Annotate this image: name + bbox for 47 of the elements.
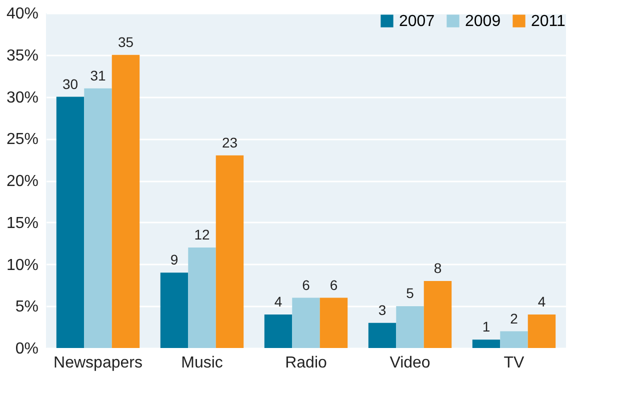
y-tick-label: 40% [6,6,38,22]
data-label: 12 [194,226,210,242]
bar [396,306,424,348]
y-tick-label: 0% [15,340,38,358]
bar [188,248,216,348]
legend-label: 2009 [465,13,501,30]
bar [500,331,528,348]
data-label: 31 [90,67,106,84]
x-tick-label: Radio [285,354,327,372]
y-tick-label: 35% [6,47,38,64]
x-tick-label: Music [181,354,223,372]
legend-label: 2011 [531,13,566,30]
data-label: 8 [434,260,442,276]
bar [368,322,396,348]
x-tick-label: Newspapers [54,354,142,372]
bar [84,88,112,348]
data-label: 5 [406,285,414,302]
data-label: 4 [538,294,546,310]
bar [112,54,140,348]
bar [160,272,188,348]
data-label: 30 [62,76,78,92]
x-tick-label: Video [390,354,430,372]
bar [424,281,452,348]
data-label: 2 [510,310,518,326]
y-tick-label: 10% [6,256,38,274]
bar [472,340,500,348]
bar [292,298,320,348]
data-label: 35 [118,34,134,50]
data-label: 6 [330,276,338,293]
y-tick-label: 20% [6,173,38,190]
bar [528,314,556,348]
y-tick-label: 5% [15,298,38,316]
bar [216,155,244,348]
data-label: 9 [170,252,178,268]
y-tick-label: 15% [6,214,38,232]
data-label: 23 [222,134,238,150]
data-label: 4 [274,294,282,310]
data-label: 1 [482,318,490,335]
bar [264,314,292,348]
x-tick-label: TV [504,354,525,372]
data-label: 3 [378,302,386,318]
legend-label: 2007 [399,13,435,30]
bar [320,298,348,348]
data-label: 6 [302,276,310,293]
y-tick-label: 25% [6,131,38,148]
y-tick-label: 30% [6,89,38,106]
bar [56,96,84,348]
